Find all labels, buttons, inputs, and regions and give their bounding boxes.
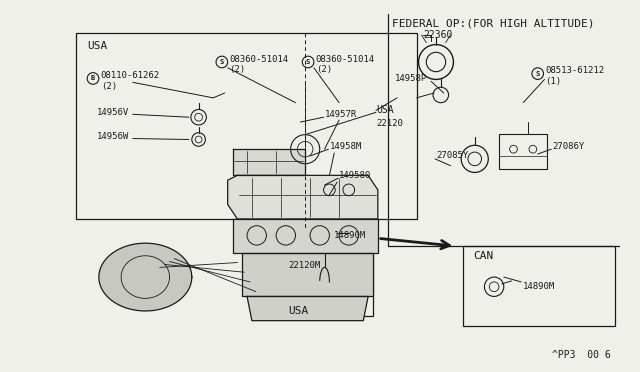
Text: 27085Y: 27085Y xyxy=(436,151,468,160)
Text: 22360: 22360 xyxy=(424,30,452,40)
Text: 149580: 149580 xyxy=(339,171,371,180)
Text: (2): (2) xyxy=(230,65,246,74)
Text: 22120: 22120 xyxy=(376,119,403,128)
Text: S: S xyxy=(536,71,540,77)
Text: 14956W: 14956W xyxy=(97,132,129,141)
Text: 14957R: 14957R xyxy=(324,110,357,119)
Polygon shape xyxy=(247,296,368,321)
Text: (2): (2) xyxy=(100,82,117,91)
Text: 27086Y: 27086Y xyxy=(552,142,584,151)
Text: USA: USA xyxy=(376,105,394,115)
Text: CAN: CAN xyxy=(473,251,493,261)
Text: 14958P: 14958P xyxy=(396,74,428,83)
Text: S: S xyxy=(220,59,224,65)
Text: 14956V: 14956V xyxy=(97,108,129,117)
Text: 14890M: 14890M xyxy=(334,231,367,240)
Text: 08360-51014: 08360-51014 xyxy=(316,55,375,64)
Polygon shape xyxy=(99,243,192,311)
Text: S: S xyxy=(306,59,310,65)
Text: 22120M: 22120M xyxy=(289,261,321,270)
Text: 08360-51014: 08360-51014 xyxy=(230,55,289,64)
Bar xyxy=(76,33,417,219)
Polygon shape xyxy=(242,253,373,296)
Text: ^PP3  00 6: ^PP3 00 6 xyxy=(552,350,611,360)
Polygon shape xyxy=(232,219,378,253)
Text: USA: USA xyxy=(289,306,309,316)
Bar xyxy=(499,134,547,169)
Polygon shape xyxy=(232,149,305,175)
Text: 14958M: 14958M xyxy=(330,142,362,151)
Text: 08110-61262: 08110-61262 xyxy=(100,71,160,80)
Text: (1): (1) xyxy=(545,77,561,86)
Text: (2): (2) xyxy=(316,65,332,74)
Polygon shape xyxy=(228,175,378,219)
Bar xyxy=(281,246,373,316)
Text: 14890M: 14890M xyxy=(523,282,556,291)
Text: 08513-61212: 08513-61212 xyxy=(545,66,605,75)
Bar xyxy=(463,246,615,326)
Text: USA: USA xyxy=(87,42,108,51)
Text: FEDERAL OP:(FOR HIGH ALTITUDE): FEDERAL OP:(FOR HIGH ALTITUDE) xyxy=(392,18,595,28)
Text: B: B xyxy=(91,76,95,81)
